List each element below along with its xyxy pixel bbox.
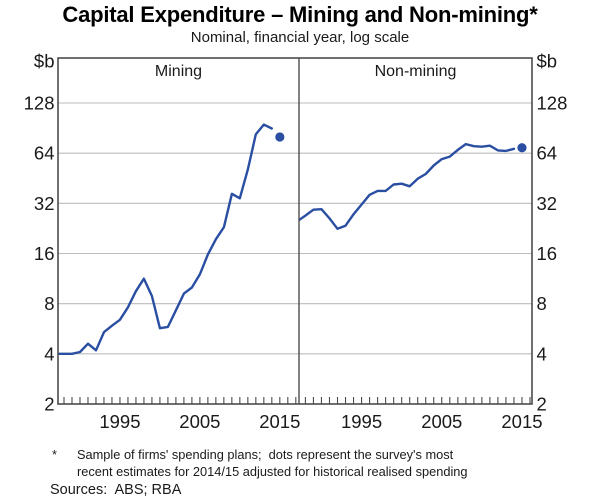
series-line-mining bbox=[58, 123, 273, 355]
footnote-text: Sample of firms' spending plans; dots re… bbox=[77, 447, 564, 480]
panel-label-mining: Mining bbox=[155, 63, 202, 80]
x-tick-label: 2015 bbox=[259, 411, 300, 432]
y-tick-label-left: 32 bbox=[34, 193, 55, 214]
y-tick-label-right: 32 bbox=[537, 193, 558, 214]
x-tick-label: 2015 bbox=[501, 411, 542, 432]
footnote: * Sample of firms' spending plans; dots … bbox=[52, 447, 564, 480]
x-tick-label: 2005 bbox=[421, 411, 462, 432]
x-tick-label: 2005 bbox=[179, 411, 220, 432]
y-axis-unit-right: $b bbox=[537, 51, 558, 72]
y-tick-label-left: 8 bbox=[44, 293, 54, 314]
y-tick-label-left: 128 bbox=[24, 93, 55, 114]
y-tick-label-right: 4 bbox=[537, 343, 547, 364]
y-tick-label-left: 4 bbox=[44, 343, 54, 364]
plot-frame bbox=[57, 57, 533, 405]
x-tick-label: 1995 bbox=[341, 411, 382, 432]
y-tick-label-right: 16 bbox=[537, 243, 558, 264]
y-tick-label-right: 2 bbox=[537, 394, 547, 415]
footnote-line-2: recent estimates for 2014/15 adjusted fo… bbox=[77, 463, 468, 479]
y-tick-label-right: 128 bbox=[537, 93, 568, 114]
footnote-marker: * bbox=[52, 447, 57, 462]
y-tick-label-right: 64 bbox=[537, 143, 558, 164]
y-tick-label-left: 2 bbox=[44, 394, 54, 415]
y-tick-label-left: 64 bbox=[34, 143, 55, 164]
estimate-dot-mining bbox=[275, 132, 285, 142]
chart-title: Capital Expenditure – Mining and Non-min… bbox=[62, 2, 538, 27]
estimate-dot-non-mining bbox=[517, 143, 527, 153]
x-tick-label: 1995 bbox=[99, 411, 140, 432]
series-line-non-mining bbox=[299, 142, 516, 230]
panel-label-non-mining: Non-mining bbox=[375, 63, 457, 80]
sources-line: Sources: ABS; RBA bbox=[50, 482, 182, 498]
chart-subtitle: Nominal, financial year, log scale bbox=[190, 29, 410, 46]
footnote-line-1: Sample of firms' spending plans; dots re… bbox=[77, 447, 454, 462]
y-tick-label-left: 16 bbox=[34, 243, 55, 264]
y-tick-label-right: 8 bbox=[537, 293, 547, 314]
y-axis-unit-left: $b bbox=[34, 51, 55, 72]
